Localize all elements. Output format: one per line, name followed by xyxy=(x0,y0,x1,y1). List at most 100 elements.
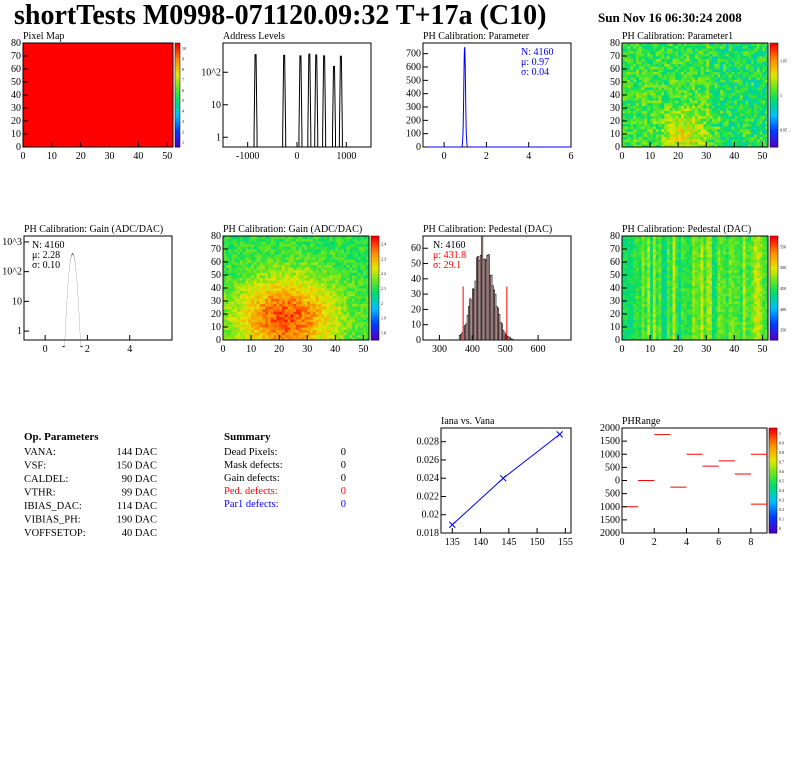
heatmap-cell xyxy=(251,295,255,299)
heatmap-cell xyxy=(223,236,227,239)
heatmap-cell xyxy=(683,66,687,70)
heatmap-cell xyxy=(231,262,235,265)
colorbar-cell xyxy=(175,56,180,60)
heatmap-cell xyxy=(751,79,755,83)
heatmap-cell xyxy=(745,113,749,117)
heatmap-cell xyxy=(287,303,291,307)
heatmap-cell xyxy=(321,275,325,278)
heatmap-cell xyxy=(734,56,738,59)
y-tick-label: 10^3 xyxy=(2,237,22,248)
heatmap-cell xyxy=(624,43,629,46)
heatmap-cell xyxy=(692,58,696,62)
heatmap-cell xyxy=(228,246,232,250)
heatmap-cell xyxy=(326,288,331,291)
heatmap-cell xyxy=(678,141,682,145)
heatmap-cell xyxy=(273,298,277,302)
heatmap-cell xyxy=(231,259,235,263)
heatmap-cell xyxy=(256,282,260,286)
heatmap-cell xyxy=(310,321,314,325)
heatmap-cell xyxy=(354,337,359,341)
heatmap-cell xyxy=(622,290,626,294)
heatmap-cell xyxy=(312,293,317,297)
heatmap-cell xyxy=(239,288,244,291)
heatmap-cell xyxy=(256,280,260,284)
heatmap-cell xyxy=(765,69,769,72)
heatmap-cell xyxy=(237,306,241,310)
heatmap-cell xyxy=(717,141,721,145)
heatmap-cell xyxy=(633,105,637,109)
heatmap-cell xyxy=(695,95,699,98)
heatmap-cell xyxy=(723,71,727,75)
heatmap-cell xyxy=(622,76,626,80)
heatmap-cell xyxy=(256,308,260,312)
heatmap-cell xyxy=(315,319,319,323)
x-tick-label: 10 xyxy=(645,151,655,162)
heatmap-cell xyxy=(762,110,766,114)
heatmap-cell xyxy=(753,95,758,98)
heatmap-cell xyxy=(725,134,730,137)
heatmap-cell xyxy=(296,259,300,263)
heatmap-cell xyxy=(310,334,314,338)
heatmap-cell xyxy=(321,285,325,289)
heatmap-cell xyxy=(343,285,347,289)
heatmap-cell xyxy=(638,63,643,67)
heatmap-cell xyxy=(739,118,744,122)
heatmap-cell xyxy=(276,249,280,252)
heatmap-cell xyxy=(661,74,665,78)
heatmap-cell xyxy=(709,121,713,124)
heatmap-cell xyxy=(296,238,300,242)
heatmap-cell xyxy=(728,63,732,67)
heatmap-cell xyxy=(256,277,260,281)
heatmap-cell xyxy=(256,246,260,250)
heatmap-cell xyxy=(672,69,676,72)
heatmap-cell xyxy=(661,139,665,143)
heatmap-cell xyxy=(650,316,654,320)
heatmap-cell xyxy=(298,306,303,310)
heatmap-cell xyxy=(745,56,749,59)
heatmap-cell xyxy=(633,61,637,65)
heatmap-cell xyxy=(759,48,763,52)
heatmap-cell xyxy=(340,329,345,333)
heatmap-cell xyxy=(251,314,255,317)
heatmap-cell xyxy=(756,69,760,72)
heatmap-cell xyxy=(706,141,710,145)
heatmap-cell xyxy=(343,308,347,312)
heatmap-cell xyxy=(739,105,744,109)
heatmap-cell xyxy=(650,110,654,114)
heatmap-cell xyxy=(237,280,241,284)
heatmap-cell xyxy=(756,144,760,148)
heatmap-cell xyxy=(706,128,710,132)
heatmap-cell xyxy=(622,301,626,304)
heatmap-cell xyxy=(661,53,665,57)
heatmap-cell xyxy=(644,97,648,101)
heatmap-cell xyxy=(225,324,230,328)
colorbar-cell xyxy=(770,43,778,47)
heatmap-cell xyxy=(731,108,735,111)
heatmap-cell xyxy=(742,139,746,143)
heatmap-cell xyxy=(765,115,769,119)
heatmap-cell xyxy=(332,241,336,245)
heatmap-cell xyxy=(644,43,648,46)
heatmap-cell xyxy=(310,329,314,333)
heatmap-cell xyxy=(627,56,631,59)
heatmap-cell xyxy=(239,285,244,289)
heatmap-cell xyxy=(301,324,305,328)
heatmap-cell xyxy=(672,100,676,104)
heatmap-cell xyxy=(346,238,350,242)
heatmap-cell xyxy=(622,87,626,91)
heatmap-cell xyxy=(352,319,356,323)
heatmap-cell xyxy=(765,45,769,49)
heatmap-cell xyxy=(709,110,713,114)
heatmap-cell xyxy=(293,288,297,291)
heatmap-cell xyxy=(287,288,291,291)
heatmap-cell xyxy=(636,332,640,336)
heatmap-cell xyxy=(312,275,317,278)
heatmap-cell xyxy=(624,79,629,83)
heatmap-cell xyxy=(262,249,266,252)
heatmap-cell xyxy=(630,262,634,265)
heatmap-cell xyxy=(251,321,255,325)
heatmap-cell xyxy=(678,71,682,75)
heatmap-cell xyxy=(329,236,333,239)
heatmap-cell xyxy=(329,337,333,341)
heatmap-cell xyxy=(630,63,634,67)
